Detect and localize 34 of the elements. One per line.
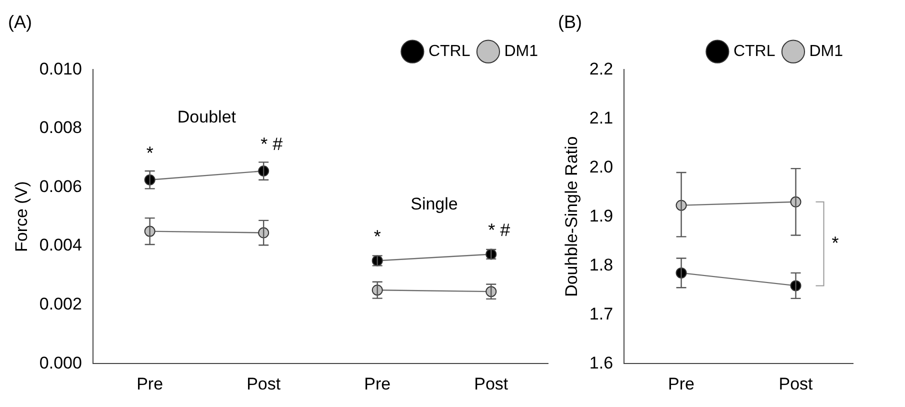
y-tick-label: 1.7	[589, 304, 614, 324]
data-label: * #	[488, 220, 510, 240]
y-axis-title: Douhble-Single Ratio	[562, 136, 581, 297]
legend-label: DM1	[504, 43, 538, 60]
legend-label: CTRL	[733, 43, 776, 60]
y-tick-label: 1.8	[589, 255, 614, 274]
x-tick-label: Pre	[136, 374, 164, 394]
x-tick-label: Post	[778, 374, 814, 394]
legend-label: DM1	[809, 43, 844, 60]
y-axis-title: Force (V)	[12, 181, 31, 252]
y-tick-label: 0.010	[39, 59, 82, 78]
y-tick-label: 1.6	[589, 353, 614, 372]
chart-title: (B)	[558, 12, 582, 32]
annotation: Single	[410, 194, 458, 214]
x-tick-label: Pre	[668, 374, 695, 394]
x-tick-label: Pre	[364, 374, 391, 394]
y-tick-label: 0.000	[39, 353, 82, 372]
y-tick-label: 0.004	[39, 236, 82, 255]
legend-label: CTRL	[428, 43, 470, 60]
annotation: Doublet	[177, 107, 236, 126]
x-tick-label: Post	[474, 374, 508, 394]
y-tick-label: 0.008	[39, 118, 82, 138]
data-label: * #	[260, 134, 283, 154]
y-tick-label: 2.1	[589, 108, 614, 128]
chart-title: (A)	[8, 12, 32, 32]
data-label: *	[146, 143, 154, 163]
y-tick-label: 0.002	[39, 294, 82, 314]
annotation: *	[832, 232, 839, 253]
y-tick-label: 2.0	[589, 157, 614, 176]
y-tick-label: 0.006	[39, 176, 82, 196]
y-tick-label: 1.9	[589, 206, 614, 226]
data-label: *	[374, 226, 381, 247]
y-tick-label: 2.2	[589, 59, 614, 78]
x-tick-label: Post	[246, 374, 281, 394]
